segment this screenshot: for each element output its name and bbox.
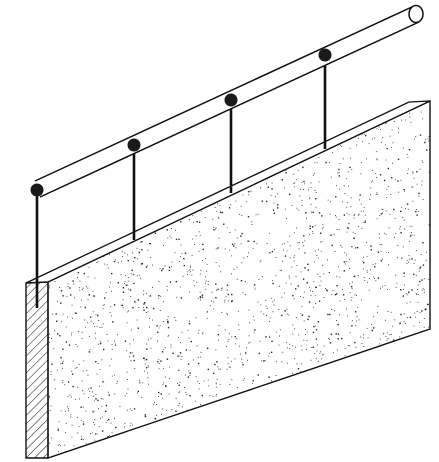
post-cap-1 xyxy=(30,183,44,197)
handrail-bottom-edge xyxy=(39,21,420,198)
post-cap-2 xyxy=(127,138,141,152)
wall-end-section xyxy=(25,281,49,459)
post-cap-3 xyxy=(224,93,238,107)
post-caps xyxy=(30,48,332,197)
post-cap-4 xyxy=(318,48,332,62)
posts-group xyxy=(35,55,327,308)
handrail-end-cap xyxy=(408,4,424,24)
handrail-top-edge xyxy=(34,5,415,182)
